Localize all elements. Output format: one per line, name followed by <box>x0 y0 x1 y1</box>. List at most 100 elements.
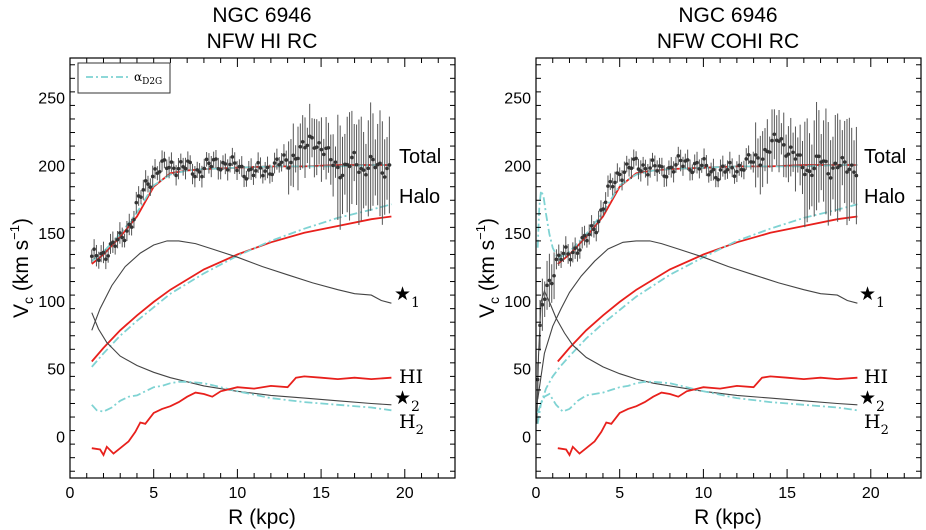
data-point <box>758 163 763 167</box>
data-point <box>141 188 146 192</box>
data-point <box>277 163 282 167</box>
x-tick-label: 15 <box>778 485 796 502</box>
data-point <box>542 297 547 302</box>
annotation-h2: H2 <box>399 411 424 438</box>
data-point <box>214 157 218 161</box>
data-point <box>603 200 608 205</box>
data-point <box>190 172 195 176</box>
data-point <box>704 163 709 168</box>
data-point <box>94 253 99 258</box>
data-point <box>153 167 157 171</box>
data-point <box>347 164 352 169</box>
series-line <box>91 203 392 368</box>
data-point <box>767 150 772 154</box>
data-point <box>282 153 286 157</box>
data-point <box>559 257 563 262</box>
data-point <box>556 253 561 258</box>
series-line <box>536 289 858 424</box>
data-point <box>847 167 852 172</box>
data-point <box>176 166 181 171</box>
data-point <box>845 170 849 174</box>
data-point <box>258 166 263 170</box>
data-point <box>179 159 183 164</box>
series-line <box>91 375 392 457</box>
data-point <box>751 160 756 164</box>
data-point <box>706 172 711 177</box>
data-point <box>777 139 781 143</box>
data-point <box>681 164 685 169</box>
data-point <box>228 162 232 167</box>
data-point <box>838 163 842 168</box>
data-point <box>596 219 601 224</box>
x-axis-label: R (kpc) <box>228 506 296 529</box>
data-point <box>624 162 629 166</box>
data-point <box>800 165 805 170</box>
data-point <box>634 156 638 161</box>
data-point <box>382 175 387 179</box>
data-point <box>113 244 117 248</box>
data-point <box>279 160 284 165</box>
data-point <box>96 258 101 263</box>
data-point <box>242 174 246 179</box>
legend-label: αD2G <box>134 70 162 87</box>
data-point <box>852 170 856 174</box>
data-point <box>331 163 335 168</box>
data-point <box>730 165 734 170</box>
data-point <box>361 168 366 172</box>
data-point <box>685 158 690 162</box>
data-point <box>251 173 256 178</box>
data-point <box>849 163 854 167</box>
data-point <box>104 257 108 261</box>
data-point <box>629 166 634 170</box>
data-point <box>592 227 596 232</box>
x-tick-label: 20 <box>862 485 880 502</box>
data-point <box>617 172 622 177</box>
data-point <box>378 161 382 166</box>
data-point <box>817 154 821 159</box>
panel-right: NGC 6946 NFW COHI RC 0 5 10 15 20 0 50 1… <box>473 4 922 529</box>
data-point <box>385 166 389 171</box>
data-point <box>357 170 361 175</box>
data-point <box>535 377 540 382</box>
annotation-hi: HI <box>399 366 423 388</box>
data-point <box>167 165 171 170</box>
data-point <box>587 232 592 237</box>
data-point <box>209 164 214 169</box>
data-point <box>786 152 791 156</box>
data-point <box>89 254 94 259</box>
data-point <box>721 164 725 168</box>
panel-title-line1: NGC 6946 <box>678 4 777 27</box>
data-point <box>92 247 96 251</box>
y-tick-label: 100 <box>504 294 531 311</box>
data-point <box>779 136 784 141</box>
x-tick-label: 0 <box>532 485 541 502</box>
data-point <box>606 184 610 188</box>
panel-title-line2: NFW COHI RC <box>657 30 799 53</box>
y-tick-label: 250 <box>38 91 65 108</box>
data-point <box>788 145 793 149</box>
series-line <box>557 215 858 363</box>
x-tick-label: 20 <box>396 485 414 502</box>
data-point <box>366 166 371 171</box>
data-point <box>810 173 814 178</box>
data-point <box>646 173 650 177</box>
data-point <box>338 175 342 180</box>
data-point <box>807 169 812 174</box>
series-line <box>91 240 392 331</box>
data-point <box>298 144 303 149</box>
data-point <box>261 173 265 178</box>
data-point <box>150 174 155 179</box>
data-point <box>742 168 746 172</box>
data-point <box>561 251 566 256</box>
data-point <box>744 157 749 161</box>
data-point <box>146 182 150 186</box>
data-point <box>578 248 582 252</box>
data-point <box>566 252 570 256</box>
data-point <box>737 163 742 168</box>
data-point <box>326 145 331 150</box>
data-point <box>753 153 758 157</box>
data-point <box>718 168 723 172</box>
ticks-layer <box>69 58 455 478</box>
data-point <box>735 169 739 174</box>
data-point <box>594 230 599 235</box>
